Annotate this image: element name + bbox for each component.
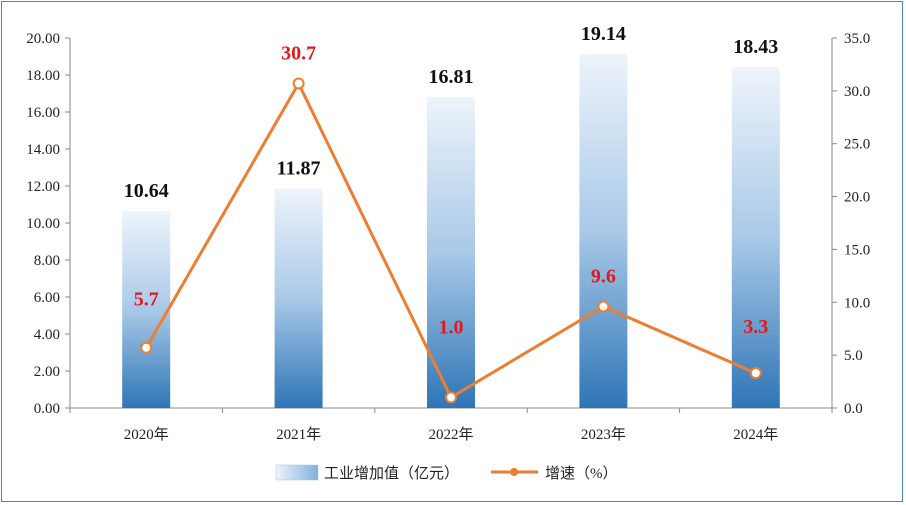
bar-value-label: 11.87 xyxy=(277,157,321,179)
left-tick-label: 8.00 xyxy=(34,253,60,269)
left-tick-label: 20.00 xyxy=(26,31,60,47)
line-point xyxy=(749,367,762,380)
axes: 0.00 2.00 4.00 6.00 8.00 10.00 12.00 14.00 16.00… xyxy=(26,31,870,443)
legend: 工业增加值（亿元） 增速（%） xyxy=(275,464,618,482)
right-tick-label: 20.0 xyxy=(844,190,870,206)
x-tick-label: 2021年 xyxy=(276,426,321,443)
left-tick-label: 18.00 xyxy=(26,68,60,84)
left-tick-label: 0.00 xyxy=(34,401,60,417)
left-tick-label: 2.00 xyxy=(34,364,60,380)
left-tick-label: 14.00 xyxy=(26,142,60,158)
bar-value-label: 16.81 xyxy=(429,66,474,88)
left-tick-label: 6.00 xyxy=(34,290,60,306)
line-point xyxy=(292,77,305,90)
bar-series xyxy=(122,53,780,409)
left-tick-label: 10.00 xyxy=(26,216,60,232)
line-point xyxy=(597,300,610,313)
x-tick-label: 2024年 xyxy=(733,426,778,443)
line-value-label: 1.0 xyxy=(439,316,464,338)
line-value-label: 5.7 xyxy=(134,289,159,311)
right-tick-label: 15.0 xyxy=(844,242,870,258)
right-tick-label: 0.0 xyxy=(844,401,863,417)
line-value-label: 9.6 xyxy=(591,266,616,288)
left-tick-label: 16.00 xyxy=(26,105,60,121)
x-tick-label: 2022年 xyxy=(428,426,473,443)
right-tick-label: 30.0 xyxy=(844,84,870,100)
bar-value-label: 18.43 xyxy=(733,36,778,58)
line-point xyxy=(140,341,153,354)
line-point xyxy=(445,391,457,404)
right-tick-label: 5.0 xyxy=(844,348,863,364)
bar xyxy=(579,53,628,408)
bar-value-label: 10.64 xyxy=(124,180,169,202)
bar xyxy=(122,211,171,408)
bar xyxy=(274,188,323,408)
bar xyxy=(427,97,475,408)
legend-bar-label: 工业增加值（亿元） xyxy=(324,465,459,482)
right-tick-label: 10.0 xyxy=(844,295,870,311)
left-tick-label: 4.00 xyxy=(34,327,60,343)
legend-bar-swatch xyxy=(275,464,319,481)
line-value-label: 3.3 xyxy=(743,316,768,338)
right-tick-label: 35.0 xyxy=(844,31,870,47)
x-tick-label: 2023年 xyxy=(581,426,626,443)
right-tick-label: 25.0 xyxy=(844,137,870,153)
bar-value-label: 19.14 xyxy=(581,23,626,45)
left-tick-label: 12.00 xyxy=(26,179,60,195)
legend-line-marker xyxy=(510,468,518,476)
data-labels: 10.64 11.87 16.81 19.14 18.43 5.7 30.7 1.0 9.6 3.… xyxy=(124,23,779,339)
legend-line-label: 增速（%） xyxy=(545,465,618,482)
x-tick-label: 2020年 xyxy=(124,426,169,443)
bar xyxy=(731,67,780,409)
line-series xyxy=(140,77,762,404)
line-value-label: 30.7 xyxy=(281,42,316,64)
